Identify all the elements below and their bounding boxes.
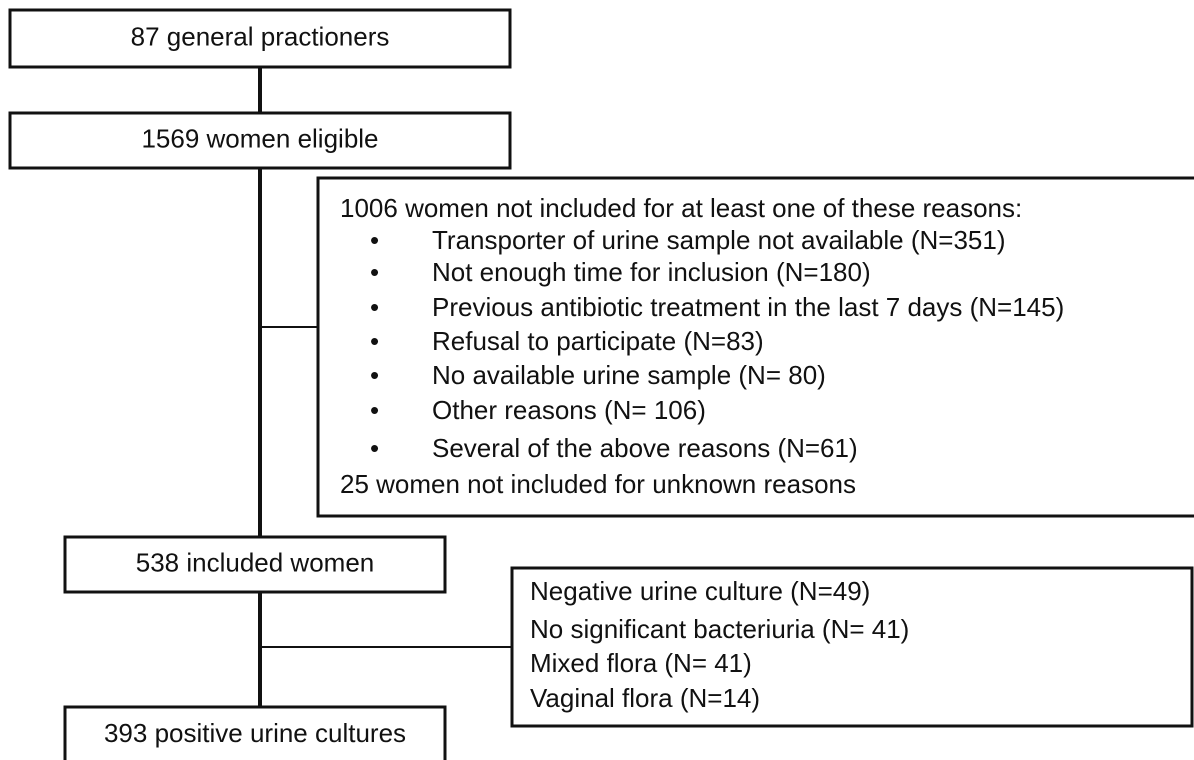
exclusion-item: Several of the above reasons (N=61): [432, 433, 858, 463]
exclusion-item: Not enough time for inclusion (N=180): [432, 257, 871, 287]
exclusion-box: [510, 566, 1194, 728]
exclusion-item: Previous antibiotic treatment in the las…: [432, 292, 1064, 322]
exclusion-item: No available urine sample (N= 80): [432, 360, 826, 390]
node-box: [63, 535, 447, 594]
node-label: 538 included women: [136, 547, 375, 577]
node-box: [8, 111, 512, 170]
bullet: •: [370, 326, 379, 356]
bullet: •: [370, 433, 379, 463]
bullet: •: [370, 360, 379, 390]
exclusion-box: [316, 176, 1194, 518]
exclusion-item: Refusal to participate (N=83): [432, 326, 764, 356]
node-label: 1569 women eligible: [141, 123, 378, 153]
bullet: •: [370, 395, 379, 425]
node-box: [8, 8, 512, 69]
bullet: •: [370, 257, 379, 287]
exclusion-item: Other reasons (N= 106): [432, 395, 706, 425]
exclusion-footer: 25 women not included for unknown reason…: [340, 469, 856, 499]
exclusion-header: 1006 women not included for at least one…: [340, 193, 1022, 223]
exclusion-item: No significant bacteriuria (N= 41): [530, 614, 909, 644]
exclusion-item: Negative urine culture (N=49): [530, 576, 870, 606]
bullet: •: [370, 292, 379, 322]
exclusion-item: Mixed flora (N= 41): [530, 648, 752, 678]
node-label: 87 general practioners: [131, 21, 390, 51]
node-box: [63, 705, 447, 760]
exclusion-item: Transporter of urine sample not availabl…: [432, 225, 1006, 255]
node-label: 393 positive urine cultures: [104, 718, 406, 748]
exclusion-item: Vaginal flora (N=14): [530, 683, 760, 713]
bullet: •: [370, 225, 379, 255]
